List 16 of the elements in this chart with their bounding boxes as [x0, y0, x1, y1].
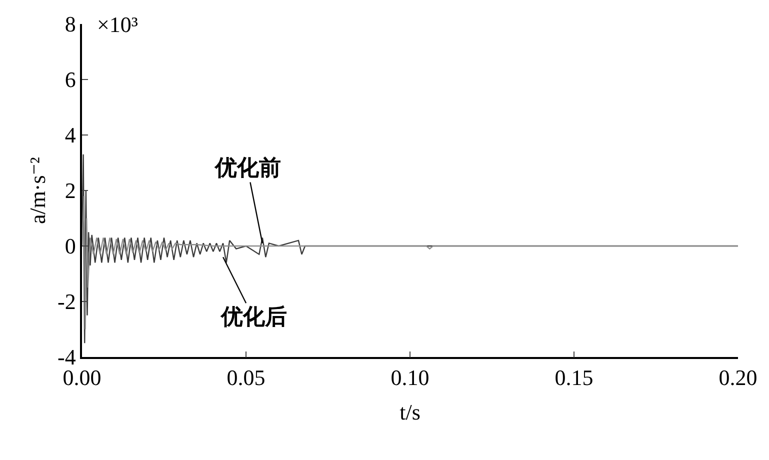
annotation: ×10³	[97, 12, 138, 37]
y-tick-label: -2	[58, 289, 76, 314]
y-axis-title: a/m·s⁻²	[24, 156, 50, 224]
line-series	[82, 195, 738, 330]
x-tick-label: 0.10	[390, 365, 430, 390]
annotation: 优化后	[220, 305, 287, 330]
x-axis-title: t/s	[400, 400, 420, 425]
x-tick-label: 0.05	[226, 365, 266, 390]
y-tick-label: 8	[64, 12, 76, 37]
y-tick-label: 2	[64, 178, 76, 204]
y-tick-label: 0	[64, 234, 76, 259]
y-tick-label: 6	[64, 67, 76, 92]
x-tick-label: 0.15	[554, 365, 594, 390]
x-tick-label: 0.20	[718, 365, 758, 390]
y-tick-label: 4	[64, 122, 76, 148]
annotation: 优化前	[214, 156, 281, 181]
